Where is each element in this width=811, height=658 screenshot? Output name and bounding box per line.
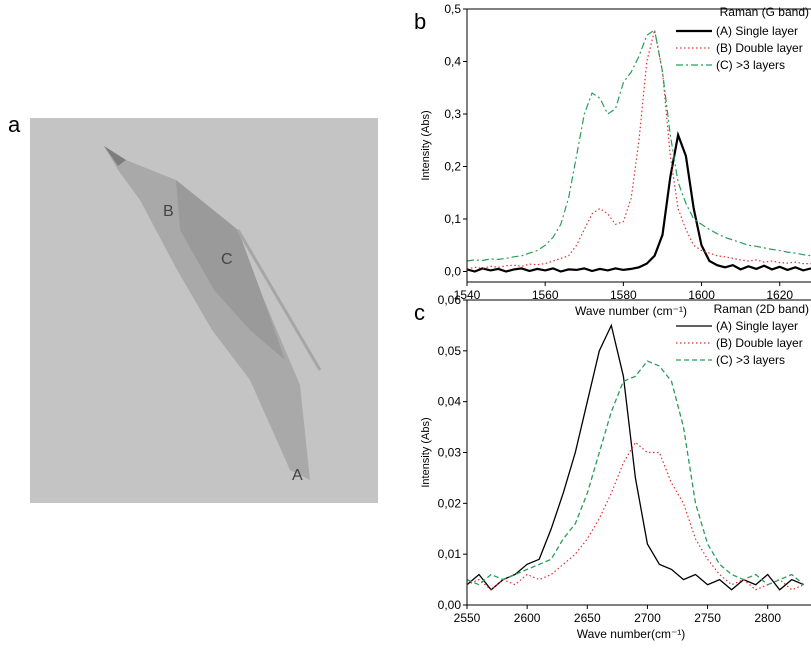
- region-label: B: [163, 203, 174, 220]
- flake-edge: [236, 229, 322, 371]
- flake: [104, 146, 310, 480]
- series-line: [467, 323, 805, 591]
- x-tick-label: 1540: [454, 288, 481, 302]
- legend-label: (C) >3 layers: [716, 353, 785, 367]
- plot-area: [467, 323, 805, 591]
- x-tick-label: 1600: [688, 288, 715, 302]
- y-tick-label: 0,4: [444, 55, 461, 69]
- y-tick-label: 0,00: [438, 598, 462, 612]
- y-tick-label: 0,3: [444, 107, 461, 121]
- x-axis-label: Wave number(cm⁻¹): [577, 627, 686, 641]
- y-tick-label: 0,05: [438, 344, 462, 358]
- series-line: [467, 130, 811, 273]
- y-tick-label: 0,01: [438, 547, 462, 561]
- x-tick-label: 1580: [610, 288, 637, 302]
- y-tick-label: 0,1: [444, 212, 461, 226]
- legend-title: Raman (2D band): [714, 302, 809, 316]
- y-tick-label: 0,0: [444, 265, 461, 279]
- y-tick-label: 0,5: [444, 2, 461, 16]
- y-tick-label: 0,06: [438, 293, 462, 307]
- y-tick-label: 0,04: [438, 395, 462, 409]
- legend-label: (A) Single layer: [716, 24, 798, 38]
- y-tick-label: 0,2: [444, 160, 461, 174]
- x-tick-label: 1620: [766, 288, 793, 302]
- legend-label: (B) Double layer: [716, 336, 803, 350]
- panel-label: c: [414, 300, 425, 325]
- flake-tip: [104, 146, 126, 166]
- panel-label: b: [414, 9, 426, 34]
- panel-label: a: [8, 112, 21, 137]
- legend-title: Raman (G band): [720, 5, 809, 19]
- flake-thick: [176, 180, 285, 360]
- x-tick-label: 2750: [694, 611, 721, 625]
- x-tick-label: 2550: [454, 611, 481, 625]
- x-tick-label: 1560: [532, 288, 559, 302]
- y-tick-label: 0,03: [438, 446, 462, 460]
- legend-label: (A) Single layer: [716, 319, 798, 333]
- series-line: [467, 360, 805, 586]
- x-tick-label: 2800: [754, 611, 781, 625]
- x-tick-label: 2700: [634, 611, 661, 625]
- micrograph: a A B C: [8, 112, 378, 503]
- x-tick-label: 2600: [514, 611, 541, 625]
- series-line: [467, 441, 805, 591]
- legend-label: (B) Double layer: [716, 41, 803, 55]
- x-tick-label: 2650: [574, 611, 601, 625]
- region-label: C: [221, 251, 233, 268]
- plot-area: [467, 28, 811, 273]
- y-axis-label: Intensity (Abs): [420, 110, 432, 180]
- x-axis-label: Wave number (cm⁻¹): [575, 304, 687, 318]
- region-label: A: [292, 467, 303, 484]
- y-tick-label: 0,02: [438, 496, 462, 510]
- y-axis-label: Intensity (Abs): [420, 417, 432, 487]
- legend-label: (C) >3 layers: [716, 58, 785, 72]
